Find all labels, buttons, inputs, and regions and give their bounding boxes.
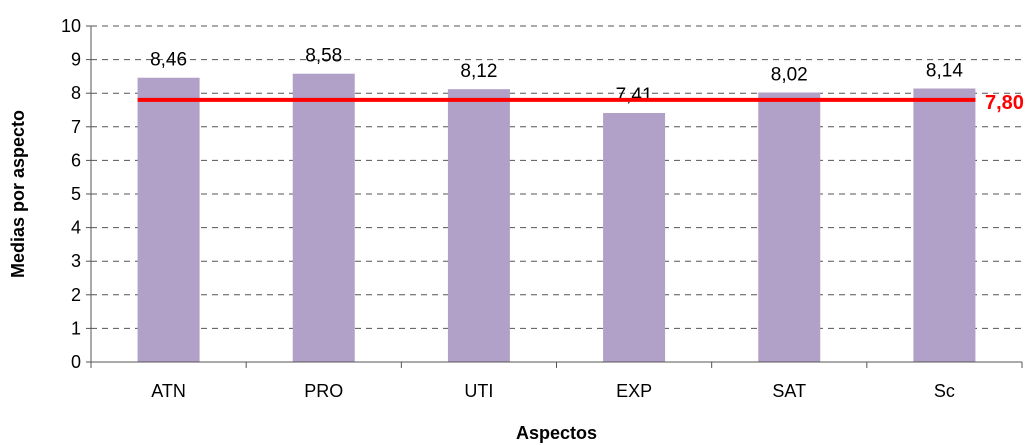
x-axis-title: Aspectos: [516, 423, 597, 443]
bar: [603, 113, 666, 362]
gridlines: [91, 25, 1022, 329]
bar: [913, 88, 976, 362]
x-tick-label: PRO: [304, 381, 343, 401]
x-tick-label: Sc: [934, 381, 955, 401]
x-tick-label: EXP: [616, 381, 652, 401]
y-tick-label: 9: [71, 50, 81, 70]
bars: [137, 73, 976, 362]
bar: [137, 77, 200, 362]
y-tick-label: 10: [61, 16, 81, 36]
x-tick-label: SAT: [772, 381, 806, 401]
data-label: 7,41: [616, 85, 653, 106]
y-tick-labels: 0 1 2 3 4 5 6 7 8 9 10: [61, 16, 81, 372]
y-tick-label: 8: [71, 83, 81, 103]
data-label: 8,58: [305, 46, 342, 67]
x-tick-labels: ATN PRO UTI EXP SAT Sc: [151, 381, 955, 401]
bar: [758, 92, 821, 362]
data-label: 8,12: [460, 61, 497, 82]
bar: [292, 73, 355, 362]
x-tick-label: UTI: [464, 381, 493, 401]
y-tick-label: 0: [71, 352, 81, 372]
x-tick-label: ATN: [151, 381, 186, 401]
y-tick-label: 1: [71, 318, 81, 338]
y-tick-label: 3: [71, 251, 81, 271]
data-label: 8,46: [150, 50, 187, 71]
bar: [447, 89, 510, 362]
data-label: 8,14: [926, 60, 963, 81]
y-tick-label: 6: [71, 150, 81, 170]
data-labels: 8,46 8,58 8,12 7,41 8,02 8,14: [150, 46, 963, 106]
reference-line-group: 7,80: [137, 92, 1024, 114]
y-tick-label: 2: [71, 285, 81, 305]
y-tick-label: 4: [71, 218, 81, 238]
y-tick-label: 7: [71, 117, 81, 137]
y-tick-label: 5: [71, 184, 81, 204]
data-label: 8,02: [771, 65, 808, 86]
reference-line-label: 7,80: [985, 92, 1024, 114]
y-axis-title: Medias por aspecto: [8, 110, 28, 278]
axes: [86, 25, 1023, 368]
